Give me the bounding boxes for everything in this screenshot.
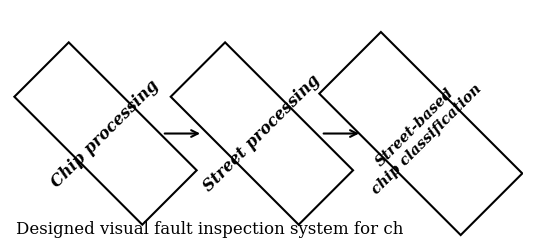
Text: Street processing: Street processing [200, 72, 324, 195]
Polygon shape [171, 42, 353, 225]
Text: Chip processing: Chip processing [49, 76, 163, 191]
Polygon shape [319, 32, 522, 235]
Text: Street-based
chip classification: Street-based chip classification [357, 70, 484, 197]
Polygon shape [14, 42, 197, 225]
Text: Designed visual fault inspection system for ch: Designed visual fault inspection system … [16, 221, 403, 238]
